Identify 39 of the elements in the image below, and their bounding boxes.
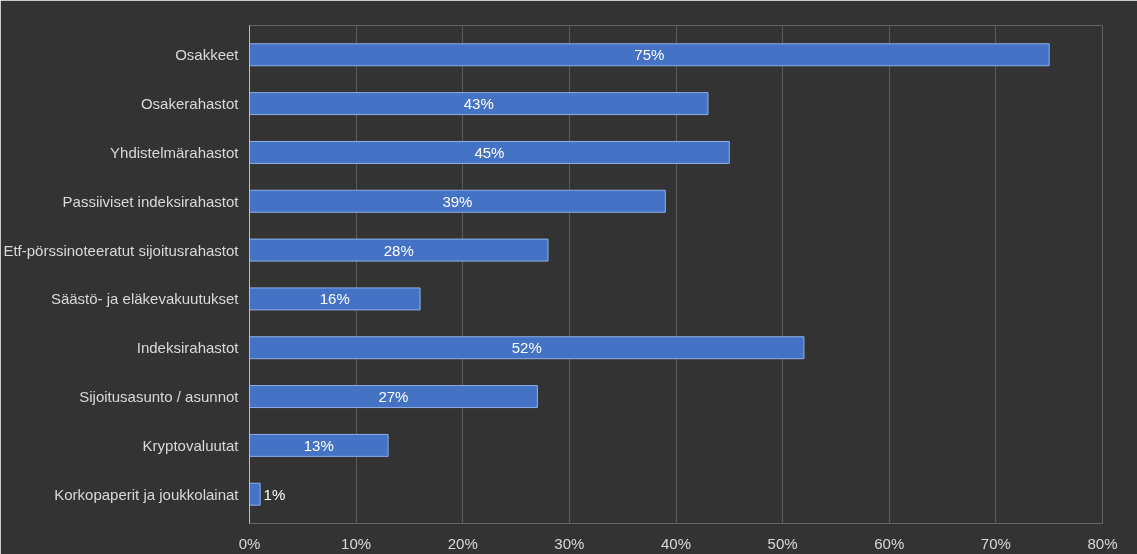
bar — [249, 287, 421, 311]
y-tick-label: Etf-pörssinoteeratut sijoitusrahastot — [3, 241, 240, 259]
y-tick-label: Osakerahastot — [140, 95, 240, 113]
bar — [249, 482, 261, 506]
x-tick-label: 50% — [767, 534, 798, 552]
data-label: 16% — [319, 290, 350, 308]
data-label: 75% — [634, 46, 665, 64]
x-tick-label: 30% — [554, 534, 585, 552]
bar — [249, 238, 549, 262]
data-label: 43% — [463, 95, 494, 113]
y-tick-label: Indeksirahastot — [136, 339, 240, 357]
y-tick-label: Kryptovaluutat — [142, 436, 240, 454]
data-label: 27% — [378, 388, 409, 406]
x-tick-label: 60% — [874, 534, 905, 552]
y-tick-label: Korkopaperit ja joukkolainat — [54, 485, 240, 503]
y-tick-label: Säästö- ja eläkevakuutukset — [50, 290, 240, 308]
data-label: 52% — [511, 339, 542, 357]
data-label: 1% — [263, 485, 286, 503]
y-tick-label: Sijoitusasunto / asunnot — [79, 388, 240, 406]
x-tick-label: 40% — [660, 534, 692, 552]
y-tick-label: Osakkeet — [175, 46, 240, 64]
bar — [249, 92, 709, 116]
bar — [249, 43, 1050, 67]
bar — [249, 189, 666, 213]
data-label: 39% — [442, 192, 473, 210]
x-tick-label: 10% — [341, 534, 372, 552]
y-tick-label: Yhdistelmärahastot — [110, 143, 240, 161]
data-label: 28% — [383, 241, 414, 259]
x-tick-label: 0% — [238, 534, 261, 552]
bar — [249, 140, 730, 164]
bar — [249, 336, 805, 360]
y-tick-label: Passiiviset indeksirahastot — [62, 192, 240, 210]
x-tick-label: 80% — [1087, 534, 1118, 552]
data-label: 45% — [474, 143, 505, 161]
data-label: 13% — [303, 436, 334, 454]
bar — [249, 385, 538, 409]
bar — [249, 433, 389, 457]
x-tick-label: 20% — [447, 534, 478, 552]
x-tick-label: 70% — [980, 534, 1011, 552]
